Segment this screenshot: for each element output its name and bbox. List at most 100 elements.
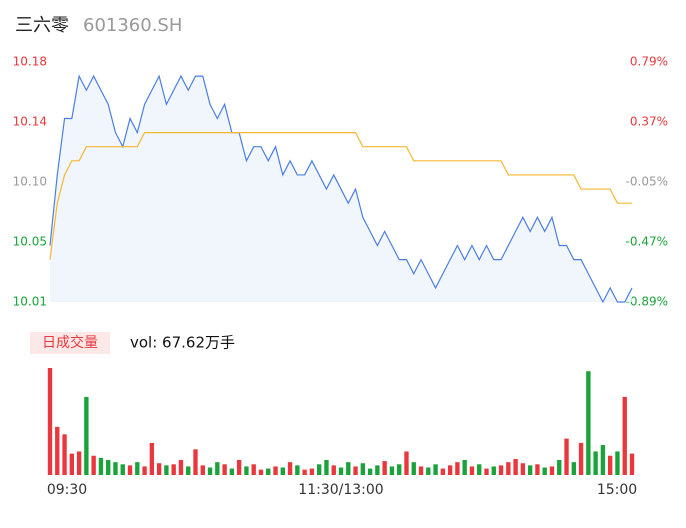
volume-bar (251, 464, 256, 475)
volume-bar (353, 466, 358, 475)
volume-bar (426, 467, 431, 475)
volume-bar (615, 451, 620, 475)
volume-bar (280, 467, 285, 475)
volume-bar (295, 465, 300, 475)
y-tick-label: 10.18 (13, 55, 47, 69)
y-tick-label: 10.14 (13, 115, 47, 129)
volume-bar (389, 466, 395, 475)
volume-bar (367, 468, 373, 475)
volume-bar (506, 462, 511, 475)
volume-bar (484, 468, 489, 475)
volume-bar (47, 368, 53, 475)
volume-bar (600, 445, 606, 475)
volume-bar (418, 466, 424, 475)
volume-bar (164, 465, 169, 475)
volume-bar (564, 438, 569, 475)
volume-bar (229, 468, 235, 475)
x-tick-label: 09:30 (47, 482, 87, 498)
y2-tick-label: -0.05% (626, 175, 668, 189)
volume-bar (316, 464, 322, 475)
volume-bar (404, 451, 409, 475)
series-line (49, 74, 633, 304)
volume-bar (557, 460, 562, 475)
volume-bar (244, 466, 249, 475)
volume-bar (520, 463, 526, 475)
volume-bar (462, 460, 467, 475)
volume-bar (258, 469, 264, 475)
volume-bar (76, 451, 82, 475)
volume-bar (593, 451, 598, 475)
chart-title: 三六零 (15, 15, 69, 36)
volume-bar (266, 468, 271, 475)
volume-bar (287, 462, 293, 475)
volume-label-bg (30, 332, 110, 354)
volume-bar (222, 464, 227, 475)
volume-bar (142, 466, 147, 475)
volume-bar (469, 466, 475, 475)
volume-bar (360, 463, 366, 475)
volume-bar (171, 464, 176, 475)
volume-bar (273, 466, 278, 475)
volume-bar (113, 462, 118, 475)
volume-bar (549, 466, 555, 475)
volume-text: vol: 67.62万手 (130, 334, 235, 352)
volume-bar (411, 462, 416, 475)
y2-tick-label: -0.89% (626, 295, 668, 309)
x-tick-label: 11:30/13:00 (298, 482, 383, 498)
volume-bar (186, 466, 191, 475)
volume-bar (120, 464, 125, 475)
volume-bar (477, 464, 482, 475)
volume-bar (629, 453, 635, 475)
volume-bar (447, 465, 453, 475)
volume-bar (207, 467, 213, 475)
series-line (49, 131, 632, 260)
volume-bar (200, 465, 205, 475)
x-tick-label: 15:00 (597, 482, 637, 498)
y-tick-label: 10.01 (13, 295, 47, 309)
volume-bar (433, 464, 438, 475)
y-tick-label: 10.05 (13, 235, 47, 249)
volume-bar (149, 442, 155, 475)
volume-bar (578, 442, 584, 475)
volume-bar (513, 458, 518, 475)
volume-bar (127, 465, 133, 475)
volume-bar (55, 426, 60, 475)
volume-bar (62, 434, 67, 475)
volume-bar (324, 460, 329, 475)
volume-bar (586, 371, 591, 475)
volume-bar (535, 464, 540, 475)
volume-label: 日成交量 (42, 334, 98, 351)
volume-bar (302, 469, 307, 475)
y2-tick-label: 0.37% (630, 115, 668, 129)
y2-tick-label: 0.79% (630, 55, 668, 69)
volume-bar (236, 460, 242, 475)
chart-subtitle: 601360.SH (83, 15, 182, 36)
volume-bar (375, 465, 380, 475)
volume-bar (440, 468, 446, 475)
volume-bar (331, 465, 336, 475)
volume-bar (455, 462, 460, 475)
y2-tick-label: -0.47% (626, 235, 668, 249)
volume-bar (193, 449, 198, 475)
volume-bar (607, 455, 613, 475)
volume-bar (309, 468, 315, 475)
volume-bar (69, 453, 75, 475)
volume-bar (622, 396, 627, 475)
y-tick-label: 10.10 (13, 175, 47, 189)
volume-bar (346, 462, 351, 475)
volume-bar (98, 457, 104, 475)
volume-bar (178, 460, 184, 475)
volume-bar (397, 464, 402, 475)
volume-bar (156, 463, 162, 475)
volume-bar (135, 462, 140, 475)
volume-bar (382, 461, 387, 475)
volume-bar (542, 467, 547, 475)
volume-bar (106, 460, 111, 475)
volume-bar (498, 465, 504, 475)
volume-bar (338, 467, 344, 475)
volume-bar (527, 465, 533, 475)
volume-bar (84, 396, 89, 475)
volume-bar (215, 462, 220, 475)
volume-bar (491, 466, 496, 475)
